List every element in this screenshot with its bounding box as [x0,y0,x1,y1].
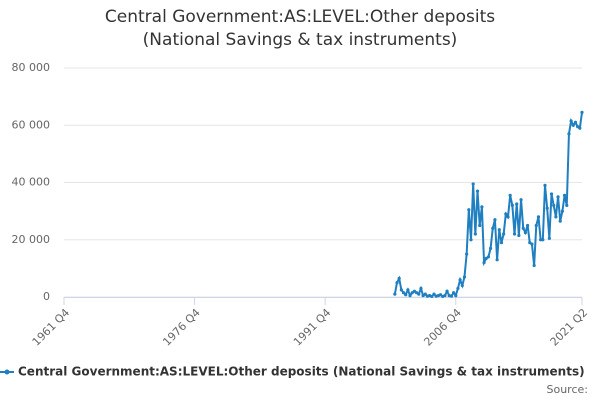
data-point [488,246,493,250]
data-point [417,292,421,296]
x-tick-label: 2006 Q4 [421,306,464,349]
data-point [423,292,427,296]
data-point [401,291,406,295]
data-point [460,283,464,288]
data-point [554,215,558,219]
data-point [573,120,578,124]
data-point [475,189,480,193]
data-point [486,255,491,259]
data-point [534,223,538,228]
data-point [504,212,508,216]
data-point [565,203,569,207]
y-tick-label: 40 000 [12,176,51,189]
data-point [499,241,504,245]
data-point [482,261,486,265]
data-point [471,182,475,186]
data-point [432,292,436,296]
data-point [508,193,512,197]
data-point [552,203,556,207]
data-point [467,208,471,212]
data-point [456,286,460,291]
data-point [517,233,521,238]
data-point [536,215,541,219]
data-point [458,278,462,282]
data-point [541,238,545,242]
data-point [558,219,562,223]
data-point [469,238,473,242]
data-point [571,123,575,127]
data-point [523,230,528,235]
data-point [519,198,523,202]
data-point [525,223,530,228]
data-point [530,242,534,246]
data-point [547,236,551,240]
data-point [560,209,565,213]
data-point [569,119,573,123]
x-tick-label: 1961 Q4 [30,306,73,349]
data-point [399,288,403,292]
chart-title: Central Government:AS:LEVEL:Other deposi… [104,7,496,50]
x-tick-label: 2021 Q2 [548,306,591,349]
data-point [502,232,506,236]
data-point [419,286,423,291]
data-point [451,291,456,295]
y-tick-label: 20 000 [12,233,51,246]
x-tick-label: 1976 Q4 [160,306,203,349]
data-point [578,126,582,130]
y-tick-label: 0 [43,290,50,303]
data-point [567,132,571,136]
data-point [449,294,454,298]
data-point [397,276,401,280]
data-point [473,232,477,236]
data-point [430,294,434,299]
y-tick-label: 60 000 [12,118,51,131]
data-point [549,192,554,196]
x-tick-label: 1991 Q4 [291,306,334,349]
data-point [478,223,482,228]
data-point [445,289,449,293]
data-point [532,263,536,268]
data-point [393,292,397,296]
data-point [465,252,469,256]
data-point [543,183,547,187]
y-tick-label: 80 000 [12,61,51,74]
source: Source: [547,383,589,396]
data-point [512,232,517,236]
data-point [545,206,549,210]
data-point [495,258,499,262]
data-point [395,281,399,285]
legend-label: Central Government:AS:LEVEL:Other deposi… [18,365,585,379]
data-point [462,275,467,279]
data-point [404,293,408,297]
legend-symbol [4,369,10,375]
data-point [443,293,447,298]
data-point [454,293,458,298]
data-point [506,215,510,219]
data-point [491,226,495,230]
data-point [493,218,497,222]
data-point [521,226,525,230]
data-point [438,293,443,297]
data-point [408,293,412,298]
data-point [406,288,410,292]
data-point [580,110,584,114]
data-point [480,205,484,209]
data-point [562,193,567,197]
data-point [510,203,514,207]
data-point [556,195,560,199]
data-point [497,228,501,232]
data-point [515,202,519,206]
